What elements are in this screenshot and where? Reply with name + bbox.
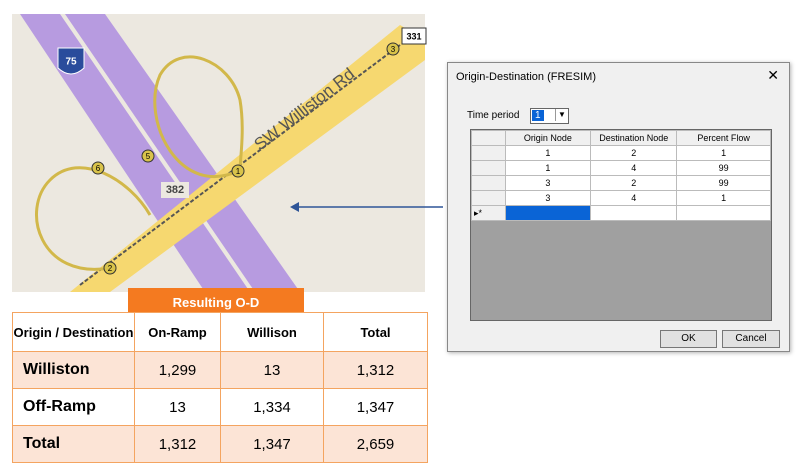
od-dialog: Origin-Destination (FRESIM) ✕ Time perio…: [447, 62, 790, 352]
time-period-label: Time period: [467, 110, 520, 121]
result-header: Willison: [220, 312, 324, 352]
route-shield: 331: [406, 31, 421, 41]
result-cell: 1,347: [323, 388, 428, 426]
grid-cell[interactable]: 3: [504, 190, 592, 206]
node-label: 3: [391, 45, 396, 54]
result-cell: 1,347: [220, 425, 324, 463]
row-header: [471, 160, 506, 176]
grid-cell[interactable]: 4: [590, 190, 678, 206]
result-row-label: Williston: [12, 351, 135, 389]
route-shield: 75: [65, 57, 77, 68]
grid-cell[interactable]: 2: [590, 145, 678, 161]
grid-row[interactable]: 1 4 99: [471, 160, 771, 176]
grid-cell[interactable]: [590, 205, 678, 221]
row-header: [471, 130, 506, 146]
grid-row[interactable]: 3 2 99: [471, 175, 771, 191]
grid-cell-selected[interactable]: [504, 205, 592, 221]
dialog-title: Origin-Destination (FRESIM): [456, 71, 596, 83]
time-period-value: 1: [532, 110, 544, 121]
node-label: 1: [236, 167, 241, 176]
time-period-select[interactable]: 1 ▼: [530, 108, 569, 124]
grid-header-row: Origin Node Destination Node Percent Flow: [471, 130, 771, 146]
node-label: 6: [96, 164, 101, 173]
grid-cell[interactable]: 1: [676, 190, 771, 206]
grid-cell[interactable]: 99: [676, 160, 771, 176]
grid-header: Destination Node: [590, 130, 678, 146]
row-header: [471, 175, 506, 191]
grid-cell[interactable]: 2: [590, 175, 678, 191]
grid-cell[interactable]: 1: [676, 145, 771, 161]
result-header: On-Ramp: [134, 312, 221, 352]
od-grid: Origin Node Destination Node Percent Flow 1…: [470, 129, 772, 321]
result-cell: 2,659: [323, 425, 428, 463]
result-row-label: Off-Ramp: [12, 388, 135, 426]
result-row: Williston 1,299 13 1,312: [12, 351, 428, 389]
result-header-row: Origin / Destination On-Ramp Willison Total: [12, 312, 428, 352]
grid-cell[interactable]: 4: [590, 160, 678, 176]
result-cell: 1,299: [134, 351, 221, 389]
result-header: Origin / Destination: [12, 312, 135, 352]
route-shield: 382: [166, 184, 184, 196]
result-row-label: Total: [12, 425, 135, 463]
result-cell: 13: [220, 351, 324, 389]
new-row-marker: ▸*: [471, 205, 506, 221]
result-cell: 1,334: [220, 388, 324, 426]
result-cell: 1,312: [134, 425, 221, 463]
grid-header: Percent Flow: [676, 130, 771, 146]
result-cell: 13: [134, 388, 221, 426]
row-header: [471, 190, 506, 206]
row-header: [471, 145, 506, 161]
result-row: Total 1,312 1,347 2,659: [12, 425, 428, 463]
grid-cell[interactable]: 99: [676, 175, 771, 191]
grid-cell[interactable]: 3: [504, 175, 592, 191]
grid-cell[interactable]: 1: [504, 160, 592, 176]
result-cell: 1,312: [323, 351, 428, 389]
result-table: Origin / Destination On-Ramp Willison Total…: [12, 312, 428, 463]
close-button[interactable]: ✕: [767, 67, 779, 83]
map-roads: [20, 14, 425, 292]
node-label: 2: [108, 264, 113, 273]
ok-button[interactable]: OK: [660, 330, 717, 348]
grid-new-row[interactable]: ▸*: [471, 205, 771, 221]
cancel-button[interactable]: Cancel: [722, 330, 780, 348]
result-row: Off-Ramp 13 1,334 1,347: [12, 388, 428, 426]
grid-cell[interactable]: [676, 205, 771, 221]
grid-cell[interactable]: 1: [504, 145, 592, 161]
result-header: Total: [323, 312, 428, 352]
grid-header: Origin Node: [504, 130, 592, 146]
node-label: 5: [146, 152, 151, 161]
